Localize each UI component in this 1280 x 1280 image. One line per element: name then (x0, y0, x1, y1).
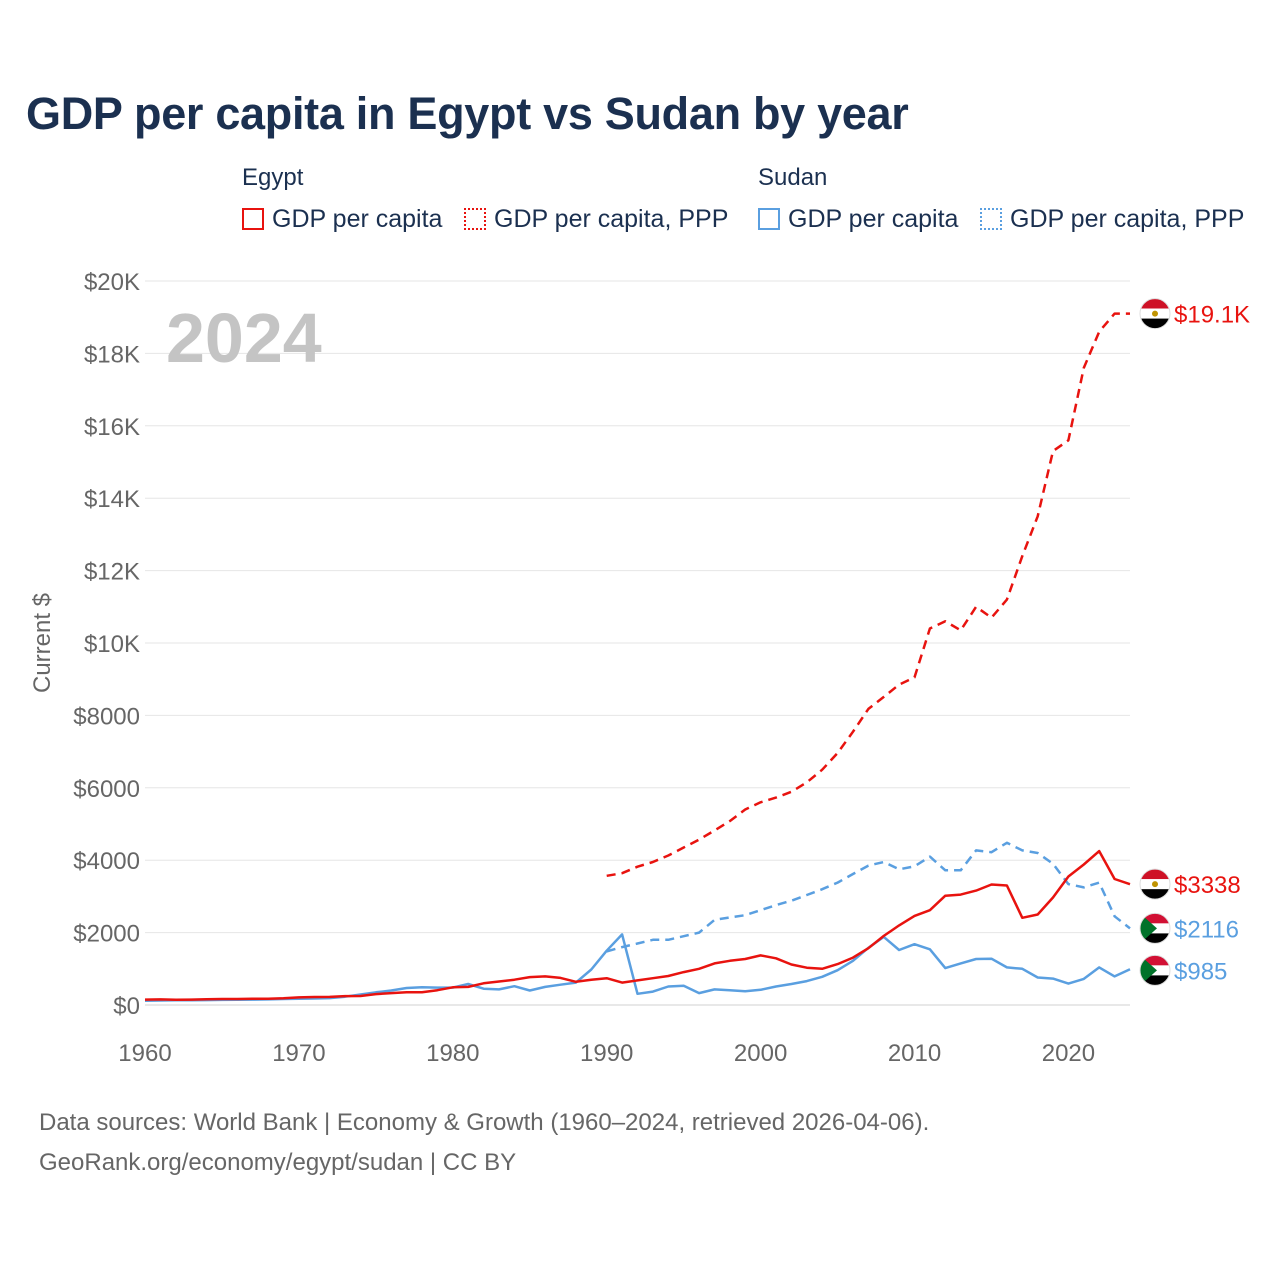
end-markers: $19.1K $3338 $2116 $985 (1139, 298, 1250, 986)
series-line-egypt-gdp-per-capita[interactable] (144, 849, 1131, 1002)
end-value-label: $19.1K (1174, 302, 1250, 329)
x-tick-label: 1980 (426, 1040, 479, 1067)
y-tick-label: $0 (113, 993, 140, 1020)
legend-egypt-gdp[interactable]: GDP per capita (242, 204, 442, 234)
y-tick-label: $4000 (73, 848, 140, 875)
egypt-flag-icon (1139, 298, 1171, 330)
series-layer (144, 312, 1131, 1002)
y-tick-label: $16K (84, 414, 140, 441)
chart-title: GDP per capita in Egypt vs Sudan by year (26, 88, 909, 139)
legend-swatch-dotted-red (464, 208, 486, 230)
legend-sudan-gdp[interactable]: GDP per capita (758, 204, 958, 234)
x-tick-label: 1990 (580, 1040, 633, 1067)
series-line-egypt-gdp-per-capita-ppp[interactable] (606, 312, 1130, 878)
footer-attribution: GeoRank.org/economy/egypt/sudan | CC BY (39, 1149, 517, 1176)
y-tick-label: $10K (84, 631, 140, 658)
y-axis-label: Current $ (29, 593, 56, 693)
x-tick-label: 1970 (272, 1040, 325, 1067)
x-tick-label: 2020 (1042, 1040, 1095, 1067)
sudan-flag-icon (1139, 954, 1171, 986)
x-tick-label: 2000 (734, 1040, 787, 1067)
legend-swatch-solid-blue (758, 208, 780, 230)
legend-sudan-gdp-ppp[interactable]: GDP per capita, PPP (980, 204, 1244, 234)
legend-sudan-gdp-label: GDP per capita (788, 204, 959, 233)
series-line-sudan-gdp-per-capita-ppp[interactable] (606, 841, 1131, 953)
y-tick-label: $12K (84, 559, 140, 586)
end-value-label: $985 (1174, 958, 1227, 985)
y-tick-label: $20K (84, 269, 140, 296)
footer-sources: Data sources: World Bank | Economy & Gro… (39, 1109, 930, 1136)
x-axis-ticks: 1960 1970 1980 1990 2000 2010 2020 (118, 1040, 1095, 1067)
year-watermark: 2024 (166, 299, 322, 377)
legend-egypt-gdp-ppp-label: GDP per capita, PPP (494, 204, 729, 233)
egypt-flag-icon (1139, 868, 1171, 900)
end-value-label: $3338 (1174, 872, 1241, 899)
legend-egypt-gdp-label: GDP per capita (272, 204, 443, 233)
series-line-sudan-gdp-per-capita[interactable] (144, 933, 1131, 1002)
sudan-flag-icon (1139, 912, 1171, 944)
y-tick-label: $18K (84, 341, 140, 368)
legend-swatch-solid-red (242, 208, 264, 230)
y-axis-ticks: $0 $2000 $4000 $6000 $8000 $10K $12K $14K $16K $1… (73, 269, 140, 1020)
x-tick-label: 2010 (888, 1040, 941, 1067)
legend-egypt-gdp-ppp[interactable]: GDP per capita, PPP (464, 204, 728, 234)
x-tick-label: 1960 (118, 1040, 171, 1067)
legend-sudan-title: Sudan (758, 164, 828, 191)
y-tick-label: $14K (84, 486, 140, 513)
y-tick-label: $8000 (73, 703, 140, 730)
y-tick-label: $2000 (73, 921, 140, 948)
legend-swatch-dotted-blue (980, 208, 1002, 230)
end-value-label: $2116 (1174, 916, 1239, 943)
legend-egypt-title: Egypt (242, 164, 304, 191)
legend-sudan-gdp-ppp-label: GDP per capita, PPP (1010, 204, 1245, 233)
gridlines (145, 280, 1130, 1006)
y-tick-label: $6000 (73, 776, 140, 803)
